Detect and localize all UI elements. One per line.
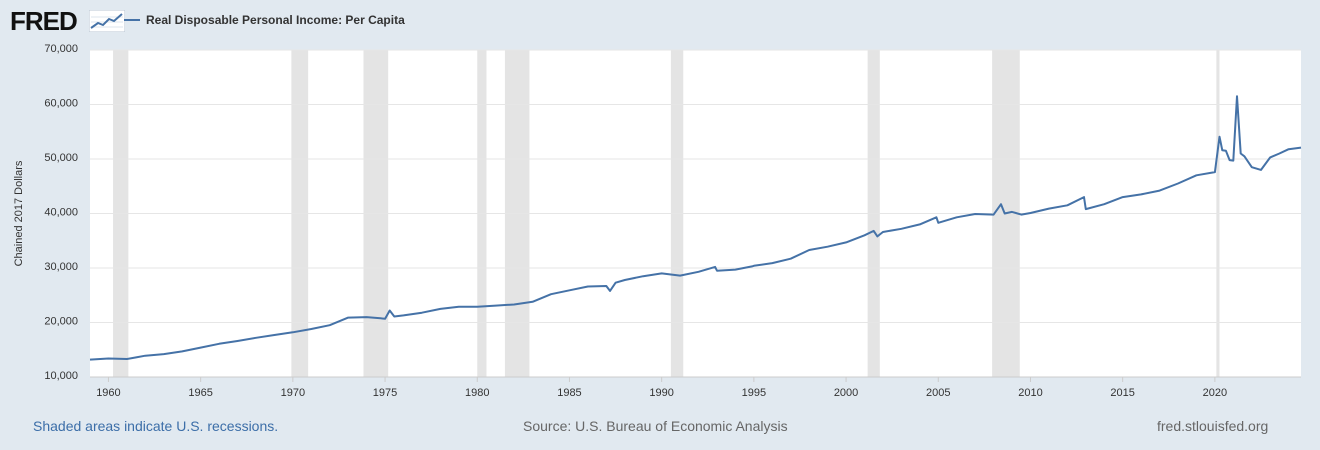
legend-swatch: [124, 19, 140, 21]
y-tick-label: 40,000: [44, 207, 78, 219]
x-tick-label: 1975: [373, 387, 397, 399]
legend-label: Real Disposable Personal Income: Per Cap…: [146, 13, 405, 27]
x-tick-label: 1970: [281, 387, 305, 399]
x-tick-label: 1985: [557, 387, 581, 399]
x-tick-label: 1980: [465, 387, 489, 399]
fred-logo[interactable]: FRED: [10, 4, 150, 38]
y-tick-label: 70,000: [44, 43, 78, 55]
series-line: [89, 95, 1302, 361]
x-tick-label: 1995: [742, 387, 766, 399]
x-tick-label: 2020: [1203, 387, 1227, 399]
y-tick-label: 50,000: [44, 152, 78, 164]
y-axis-ticks: 10,000 20,000 30,000 40,000 50,000 60,000 70,0…: [44, 43, 78, 382]
y-tick-label: 20,000: [44, 316, 78, 328]
x-tick-label: 2000: [834, 387, 858, 399]
line-chart-icon: [89, 10, 125, 32]
y-axis-label: Chained 2017 Dollars: [13, 160, 25, 266]
y-tick-label: 10,000: [44, 370, 78, 382]
chart-legend: Real Disposable Personal Income: Per Cap…: [124, 11, 405, 29]
x-axis-ticks: 1960 1965 1970 1975 1980 1985 1990 1995 2000 2005…: [90, 376, 1301, 399]
y-tick-label: 30,000: [44, 261, 78, 273]
y-tick-label: 60,000: [44, 98, 78, 110]
x-tick-label: 1990: [649, 387, 673, 399]
x-tick-label: 2015: [1110, 387, 1134, 399]
line-chart: 10,000 20,000 30,000 40,000 50,000 60,000 70,0…: [13, 43, 1302, 399]
x-tick-label: 2005: [926, 387, 950, 399]
fred-logo-text: FRED: [10, 6, 78, 36]
x-tick-label: 2010: [1018, 387, 1042, 399]
source-note: Source: U.S. Bureau of Economic Analysis: [523, 418, 788, 434]
site-link[interactable]: fred.stlouisfed.org: [1157, 418, 1269, 434]
x-tick-label: 1960: [96, 387, 120, 399]
recession-note-link[interactable]: Shaded areas indicate U.S. recessions.: [33, 418, 279, 434]
x-tick-label: 1965: [188, 387, 212, 399]
